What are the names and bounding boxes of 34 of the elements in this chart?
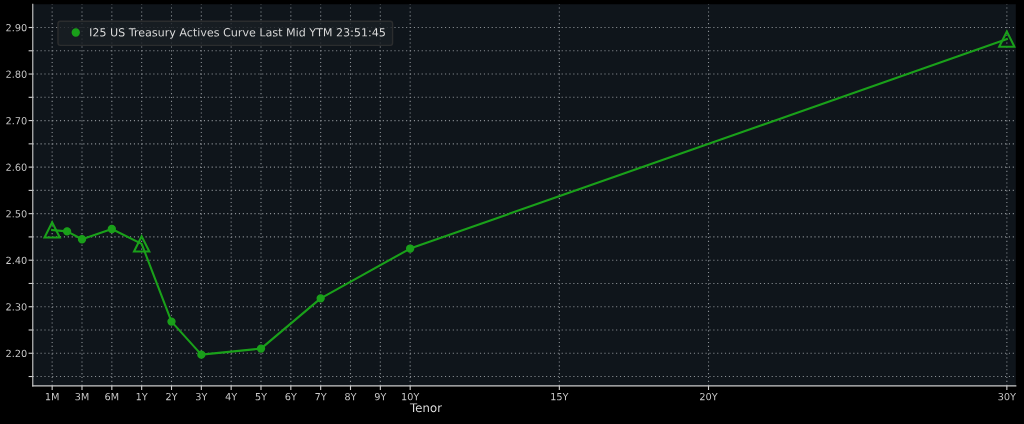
x-tick-label: 8Y — [345, 392, 357, 401]
x-tick-label: 15Y — [551, 393, 569, 401]
point — [107, 224, 116, 234]
point — [256, 344, 266, 353]
point — [62, 227, 72, 236]
y-tick-label: 2.70 — [6, 117, 27, 125]
x-tick-label: 6M — [105, 392, 119, 401]
x-axis-title: Tenor — [409, 403, 442, 413]
x-tick-label: 30Y — [998, 392, 1017, 401]
legend-label: I25 US Treasury Actives Curve Last Mid YTM 23:51:45 — [90, 27, 385, 39]
y-tick-label: 2.80 — [6, 70, 27, 78]
point — [406, 244, 415, 253]
x-tick-label: 3M — [75, 392, 89, 401]
x-tick-label: 6Y — [285, 392, 297, 401]
y-tick-label: 2.50 — [6, 210, 27, 218]
y-tick-label: 2.60 — [6, 163, 27, 171]
y-tick-label: 2.90 — [6, 23, 27, 32]
point — [316, 294, 325, 303]
x-tick-label: 5Y — [255, 393, 268, 401]
x-tick-label: 3Y — [196, 392, 208, 401]
x-tick-label: 7Y — [315, 393, 327, 401]
y-tick-label: 2.20 — [6, 349, 27, 358]
x-tick-label: 4Y — [225, 393, 238, 401]
y-tick-label: 2.40 — [6, 256, 27, 265]
x-tick-label: 9Y — [374, 392, 387, 401]
point — [167, 317, 176, 326]
y-tick-label: 2.30 — [6, 303, 27, 311]
point — [77, 235, 87, 244]
x-tick-label: 10Y — [402, 392, 420, 401]
point — [197, 350, 206, 359]
x-tick-label: 1M — [45, 393, 59, 401]
x-tick-label: 1Y — [136, 393, 148, 401]
x-tick-label: 2Y — [166, 392, 178, 401]
x-tick-label: 20Y — [700, 392, 718, 401]
